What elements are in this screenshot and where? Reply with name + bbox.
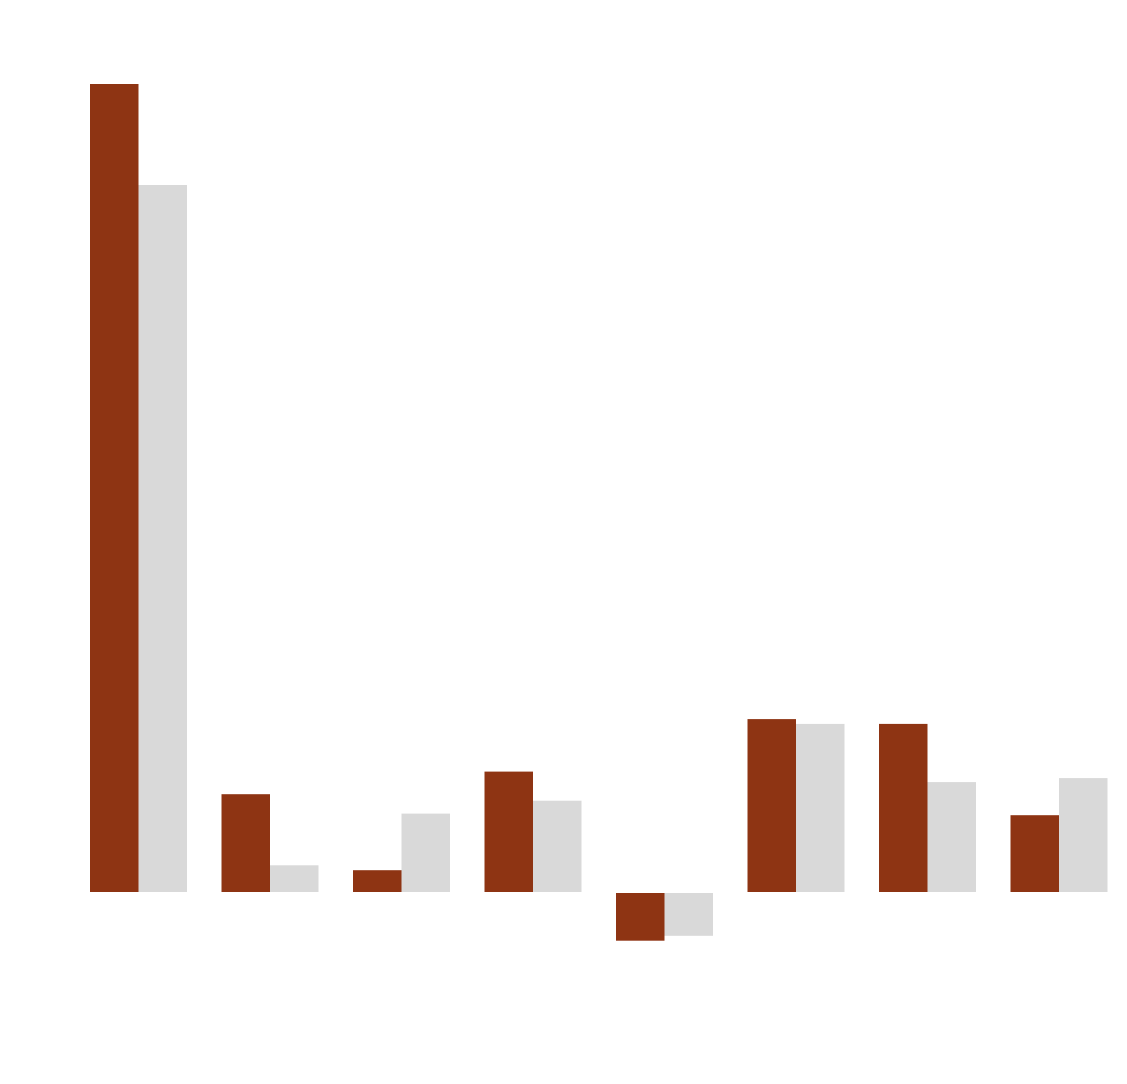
bar-series1-group8	[1010, 815, 1059, 892]
bar-series1-group6	[747, 719, 796, 892]
bar-series2-group4	[533, 800, 582, 892]
bar-series1-group4	[484, 771, 533, 892]
bar-series2-group1	[138, 185, 187, 892]
bar-series1-group1	[90, 84, 139, 892]
bar-series2-group3	[401, 813, 450, 892]
bar-series2-group7	[927, 782, 976, 892]
bar-series2-group2	[270, 865, 319, 892]
bar-series2-group8	[1059, 778, 1108, 892]
bar-series1-group7	[879, 723, 928, 892]
bar-series1-group5	[616, 893, 665, 941]
bar-series2-group5	[664, 893, 713, 936]
bar-series1-group2	[221, 794, 270, 892]
bar-series1-group3	[353, 870, 402, 892]
bar-series2-group6	[796, 723, 845, 892]
